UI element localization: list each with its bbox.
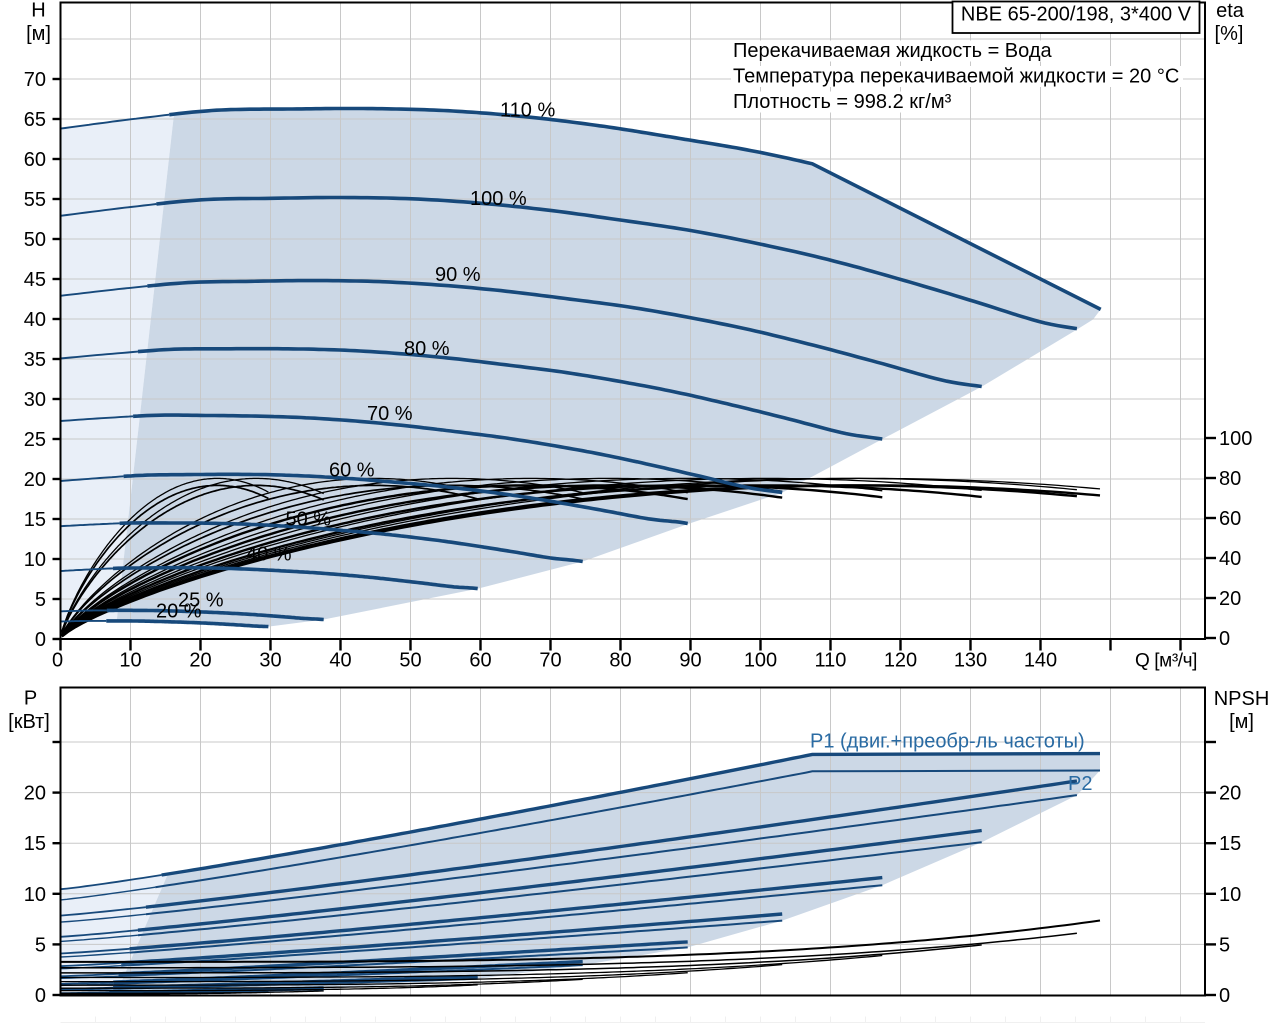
svg-text:80: 80 bbox=[1219, 468, 1241, 490]
svg-text:80: 80 bbox=[609, 650, 631, 672]
svg-text:[м]: [м] bbox=[26, 23, 51, 45]
svg-text:60: 60 bbox=[24, 149, 46, 171]
svg-text:70: 70 bbox=[539, 650, 561, 672]
svg-text:0: 0 bbox=[35, 629, 46, 651]
svg-text:80 %: 80 % bbox=[404, 338, 450, 360]
svg-text:5: 5 bbox=[1219, 934, 1230, 956]
svg-text:20: 20 bbox=[1219, 588, 1241, 610]
svg-text:Q [м³/ч]: Q [м³/ч] bbox=[1135, 651, 1197, 672]
svg-text:40 %: 40 % bbox=[246, 544, 292, 566]
svg-text:0: 0 bbox=[1219, 628, 1230, 650]
svg-text:NBE 65-200/198, 3*400 V: NBE 65-200/198, 3*400 V bbox=[961, 4, 1192, 26]
svg-text:20: 20 bbox=[24, 469, 46, 491]
svg-text:20: 20 bbox=[189, 650, 211, 672]
svg-text:15: 15 bbox=[24, 833, 46, 855]
svg-text:0: 0 bbox=[35, 985, 46, 1007]
svg-text:100: 100 bbox=[1219, 428, 1252, 450]
svg-text:25: 25 bbox=[24, 429, 46, 451]
svg-text:10: 10 bbox=[1219, 884, 1241, 906]
svg-text:60: 60 bbox=[469, 650, 491, 672]
svg-text:5: 5 bbox=[35, 934, 46, 956]
svg-text:110: 110 bbox=[815, 650, 847, 672]
svg-text:5: 5 bbox=[35, 589, 46, 611]
svg-text:60: 60 bbox=[1219, 508, 1241, 530]
svg-text:NPSH: NPSH bbox=[1214, 688, 1270, 710]
svg-text:[кВт]: [кВт] bbox=[8, 711, 50, 733]
svg-text:P: P bbox=[24, 688, 37, 710]
svg-text:15: 15 bbox=[1219, 833, 1241, 855]
svg-text:65: 65 bbox=[24, 109, 46, 131]
svg-text:eta: eta bbox=[1216, 0, 1245, 22]
svg-text:130: 130 bbox=[954, 650, 987, 672]
svg-text:40: 40 bbox=[329, 650, 351, 672]
svg-text:140: 140 bbox=[1024, 650, 1057, 672]
svg-text:Температура перекачиваемой жид: Температура перекачиваемой жидкости = 20… bbox=[733, 66, 1179, 88]
svg-text:P1 (двиг.+преобр-ль частоты): P1 (двиг.+преобр-ль частоты) bbox=[810, 731, 1085, 753]
svg-text:Перекачиваемая жидкость = Вода: Перекачиваемая жидкость = Вода bbox=[733, 40, 1053, 62]
svg-text:20: 20 bbox=[24, 783, 46, 805]
svg-text:10: 10 bbox=[24, 884, 46, 906]
svg-text:25 %: 25 % bbox=[178, 590, 224, 612]
svg-text:100: 100 bbox=[744, 650, 777, 672]
svg-text:55: 55 bbox=[24, 189, 46, 211]
svg-text:10: 10 bbox=[119, 650, 141, 672]
svg-text:50: 50 bbox=[24, 229, 46, 251]
svg-text:100 %: 100 % bbox=[470, 188, 527, 210]
svg-text:20 %: 20 % bbox=[156, 601, 202, 623]
svg-text:45: 45 bbox=[24, 269, 46, 291]
svg-text:0: 0 bbox=[1219, 985, 1230, 1007]
svg-text:15: 15 bbox=[24, 509, 46, 531]
svg-text:Плотность = 998.2 кг/м³: Плотность = 998.2 кг/м³ bbox=[733, 91, 952, 113]
svg-text:H: H bbox=[31, 0, 45, 22]
svg-text:90 %: 90 % bbox=[435, 264, 481, 286]
svg-text:50: 50 bbox=[399, 650, 421, 672]
svg-text:90: 90 bbox=[679, 650, 701, 672]
svg-text:[м]: [м] bbox=[1229, 711, 1254, 733]
svg-text:35: 35 bbox=[24, 349, 46, 371]
svg-text:P2: P2 bbox=[1068, 773, 1092, 795]
svg-text:30: 30 bbox=[259, 650, 281, 672]
svg-text:120: 120 bbox=[884, 650, 917, 672]
svg-text:40: 40 bbox=[1219, 548, 1241, 570]
svg-text:20: 20 bbox=[1219, 783, 1241, 805]
svg-text:[%]: [%] bbox=[1215, 23, 1244, 45]
svg-text:40: 40 bbox=[24, 309, 46, 331]
svg-text:110 %: 110 % bbox=[500, 100, 555, 122]
svg-text:0: 0 bbox=[52, 650, 63, 672]
svg-text:10: 10 bbox=[24, 549, 46, 571]
svg-text:70 %: 70 % bbox=[367, 403, 413, 425]
svg-text:60 %: 60 % bbox=[329, 460, 375, 482]
svg-text:70: 70 bbox=[24, 69, 46, 91]
svg-text:30: 30 bbox=[24, 389, 46, 411]
svg-text:50 %: 50 % bbox=[286, 509, 332, 531]
